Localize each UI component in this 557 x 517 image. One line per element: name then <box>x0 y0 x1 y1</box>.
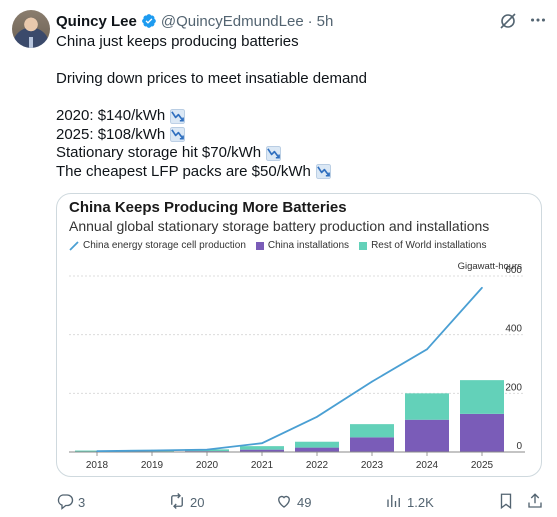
legend-swatch <box>255 241 264 250</box>
x-tick-label: 2024 <box>416 460 439 471</box>
views-icon <box>385 492 403 513</box>
tweet-header: Quincy Lee @QuincyEdmundLee · 5h <box>56 11 333 31</box>
tweet-line-text: The cheapest LFP packs are $50/kWh <box>56 162 311 180</box>
bar-china-installations <box>240 449 284 452</box>
chart-decreasing-icon <box>266 145 282 161</box>
y-tick-label: 400 <box>505 324 522 335</box>
separator-dot: · <box>307 12 313 30</box>
x-tick-label: 2020 <box>196 460 219 471</box>
chart-card[interactable]: China Keeps Producing More Batteries Ann… <box>56 193 542 477</box>
line-point <box>371 380 373 383</box>
chart-decreasing-icon <box>170 108 186 124</box>
x-tick-label: 2018 <box>86 460 109 471</box>
views-button[interactable]: 1.2K <box>385 490 434 514</box>
avatar[interactable] <box>12 10 50 48</box>
author-name[interactable]: Quincy Lee <box>56 12 137 30</box>
legend-label: Rest of World installations <box>371 240 487 251</box>
tweet-line <box>56 52 536 71</box>
views-count: 1.2K <box>407 494 434 510</box>
line-point <box>481 286 483 289</box>
bar-row-installations <box>350 424 394 438</box>
tweet-line: Driving down prices to meet insatiable d… <box>56 70 536 89</box>
tweet-line: 2025: $108/kWh <box>56 126 536 145</box>
reply-icon <box>56 492 74 513</box>
tweet-line-text: China just keeps producing batteries <box>56 33 299 50</box>
bar-row-installations <box>240 446 284 450</box>
tweet-line-text: 2025: $108/kWh <box>56 125 166 143</box>
bookmark-button[interactable] <box>497 490 515 514</box>
x-tick-label: 2023 <box>361 460 384 471</box>
action-bar: 3 20 49 1.2K <box>56 490 546 514</box>
like-icon <box>275 492 293 513</box>
line-point <box>151 449 153 452</box>
y-tick-label: 600 <box>505 265 522 276</box>
bar-row-installations <box>295 441 339 448</box>
chart-decreasing-icon <box>315 164 331 180</box>
y-tick-label: 200 <box>505 382 522 393</box>
tweet-line-text: Stationary storage hit $70/kWh <box>56 144 262 161</box>
tweet-line: The cheapest LFP packs are $50/kWh <box>56 163 536 182</box>
like-count: 49 <box>297 494 312 510</box>
line-point <box>206 448 208 451</box>
x-tick-label: 2019 <box>141 460 164 471</box>
line-point <box>426 348 428 351</box>
like-button[interactable]: 49 <box>275 490 311 514</box>
author-handle[interactable]: @QuincyEdmundLee <box>160 12 304 30</box>
line-point <box>316 416 318 418</box>
chart-legend: China energy storage cell production Chin… <box>69 240 496 251</box>
bar-row-installations <box>460 380 504 414</box>
tweet-line <box>56 89 536 108</box>
share-icon <box>526 492 544 513</box>
bar-china-installations <box>295 447 339 452</box>
legend-item: China energy storage cell production <box>69 240 246 251</box>
bar-row-installations <box>405 393 449 420</box>
legend-label: China energy storage cell production <box>83 240 246 251</box>
tweet-line-text: Driving down prices to meet insatiable d… <box>56 70 367 87</box>
legend-item: China installations <box>255 240 350 251</box>
y-tick-label: 0 <box>516 441 522 452</box>
chart-title: China Keeps Producing More Batteries <box>69 199 347 216</box>
tweet-text: China just keeps producing batteries Driv… <box>56 33 536 181</box>
chart-decreasing-icon <box>170 127 186 143</box>
repost-count: 20 <box>190 494 205 510</box>
legend-swatch <box>359 241 368 250</box>
grok-icon[interactable] <box>498 11 518 31</box>
x-tick-label: 2021 <box>251 460 274 471</box>
line-china-cell-production <box>96 287 483 453</box>
x-tick-label: 2025 <box>471 460 494 471</box>
tweet-line: China just keeps producing batteries <box>56 33 536 52</box>
tweet-line: Stationary storage hit $70/kWh <box>56 144 536 163</box>
line-point <box>261 442 263 444</box>
verified-badge-icon[interactable] <box>141 13 157 29</box>
reply-count: 3 <box>78 494 86 510</box>
legend-label: China installations <box>267 240 350 251</box>
timestamp[interactable]: 5h <box>316 12 334 30</box>
reply-button[interactable]: 3 <box>56 490 85 514</box>
chart-subtitle: Annual global stationary storage battery… <box>69 218 490 234</box>
bar-china-installations <box>460 413 504 452</box>
x-tick-label: 2022 <box>306 460 329 471</box>
tweet-line: 2020: $140/kWh <box>56 107 536 126</box>
bar-china-installations <box>405 419 449 452</box>
legend-item: Rest of World installations <box>359 240 486 251</box>
share-button[interactable] <box>526 490 544 514</box>
repost-button[interactable]: 20 <box>168 490 204 514</box>
tweet-line-text: 2020: $140/kWh <box>56 107 166 124</box>
bar-china-installations <box>350 437 394 452</box>
y-axis-unit-label: Gigawatt-hours <box>458 261 523 272</box>
legend-line-swatch <box>69 240 79 251</box>
bookmark-icon <box>497 492 515 513</box>
more-icon[interactable] <box>527 9 549 31</box>
repost-icon <box>168 492 186 513</box>
line-point <box>96 450 98 452</box>
